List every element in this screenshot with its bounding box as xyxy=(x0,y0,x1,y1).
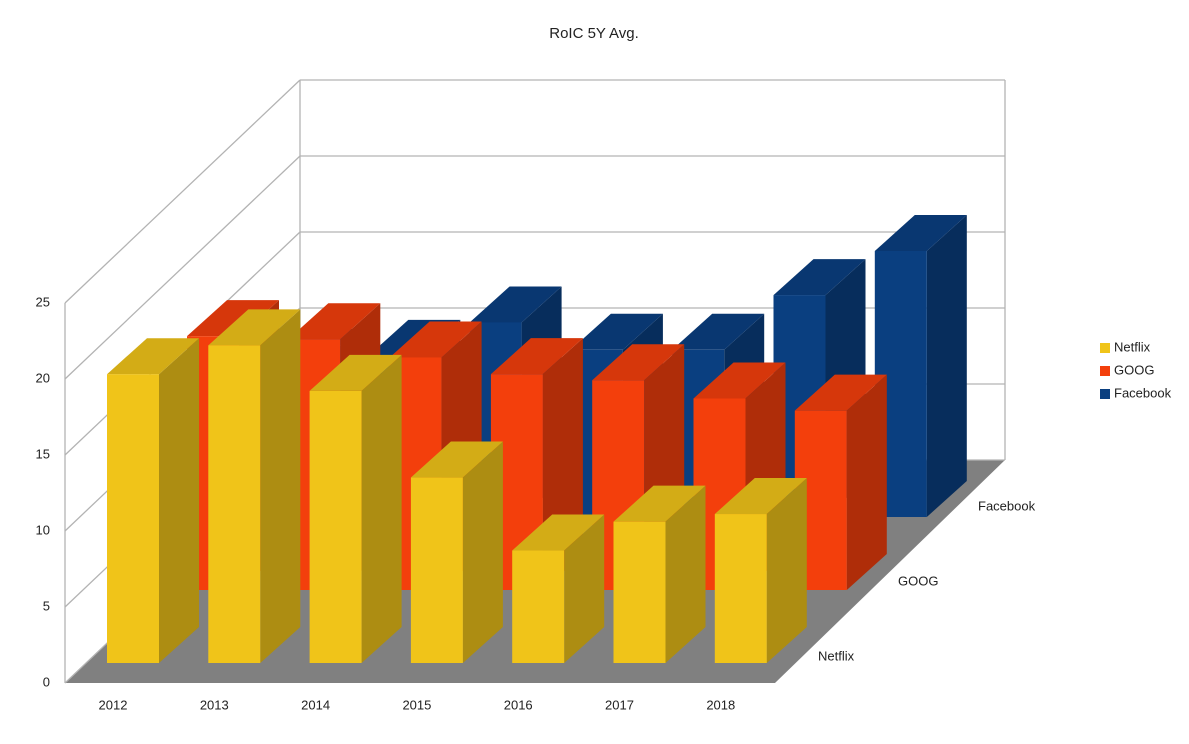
y-tick-label: 20 xyxy=(36,370,50,385)
x-tick-label: 2018 xyxy=(706,697,735,712)
bar-side xyxy=(260,309,301,663)
bar-top xyxy=(570,313,663,350)
chart-title: RoIC 5Y Avg. xyxy=(549,25,639,42)
bar xyxy=(107,374,159,663)
x-tick-label: 2015 xyxy=(402,697,431,712)
grid-line xyxy=(64,79,301,304)
depth-label: GOOG xyxy=(898,573,938,588)
bar-side xyxy=(665,485,706,663)
bar xyxy=(410,477,463,663)
y-tick-label: 5 xyxy=(43,598,50,613)
bar-side xyxy=(462,441,503,663)
bar xyxy=(613,521,666,663)
bar-top xyxy=(107,338,199,375)
depth-label: Facebook xyxy=(978,498,1036,513)
bar-top xyxy=(714,478,807,515)
bar-side xyxy=(846,374,887,590)
x-tick-label: 2013 xyxy=(200,697,229,712)
bar-top xyxy=(794,374,887,411)
y-tick-label: 10 xyxy=(36,522,50,537)
x-tick-label: 2017 xyxy=(605,697,634,712)
bar-top xyxy=(672,313,765,350)
bar-top xyxy=(288,303,381,340)
y-tick-label: 15 xyxy=(36,446,50,461)
bar-side xyxy=(766,478,807,663)
legend-swatch xyxy=(1100,343,1110,353)
bar-top xyxy=(187,300,279,337)
legend-label: Facebook xyxy=(1114,385,1172,400)
bar-top xyxy=(592,344,685,381)
x-tick-label: 2014 xyxy=(301,697,330,712)
bar-top xyxy=(874,215,967,251)
grid-line xyxy=(64,155,301,380)
x-tick-label: 2012 xyxy=(99,697,128,712)
legend-label: Netflix xyxy=(1114,339,1151,354)
bar-top xyxy=(389,321,482,358)
bar xyxy=(208,345,261,663)
bar-top xyxy=(469,286,562,323)
depth-label: Netflix xyxy=(818,648,855,663)
bar-top xyxy=(309,354,402,391)
bar-top xyxy=(773,259,866,296)
bar-top xyxy=(512,514,605,551)
bar xyxy=(512,550,565,663)
bar-top xyxy=(613,485,706,522)
x-tick-label: 2016 xyxy=(504,697,533,712)
bar-side xyxy=(361,354,402,663)
bar xyxy=(714,514,767,663)
legend-swatch xyxy=(1100,366,1110,376)
y-tick-label: 0 xyxy=(43,674,50,689)
legend-swatch xyxy=(1100,389,1110,399)
legend-label: GOOG xyxy=(1114,362,1154,377)
bar-top xyxy=(208,309,301,346)
y-tick-label: 25 xyxy=(36,294,50,309)
bar-top xyxy=(410,441,503,478)
bar-side xyxy=(564,514,605,663)
bar-top xyxy=(490,338,583,375)
bar-side xyxy=(159,338,199,663)
bar-top xyxy=(693,362,786,399)
bar xyxy=(309,390,362,663)
bar-side xyxy=(926,215,967,517)
